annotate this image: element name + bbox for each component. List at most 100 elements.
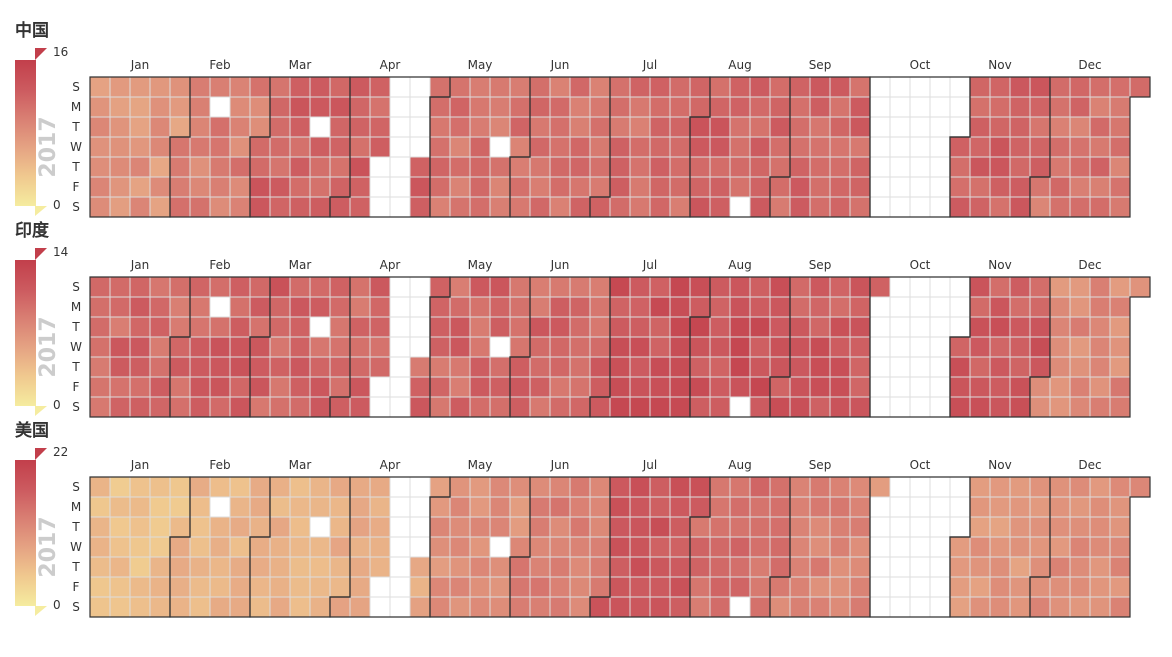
heatmap-cell bbox=[249, 196, 271, 218]
heatmap-cell bbox=[229, 536, 251, 558]
heatmap-cell bbox=[889, 296, 911, 318]
heatmap-cell bbox=[989, 176, 1011, 198]
heatmap-cell bbox=[549, 296, 571, 318]
heatmap-cell bbox=[109, 396, 131, 418]
heatmap-cell bbox=[849, 516, 871, 538]
heatmap-cell bbox=[669, 296, 691, 318]
heatmap-cell bbox=[889, 576, 911, 598]
heatmap-cell bbox=[389, 556, 411, 578]
visual-map-handle-min bbox=[35, 206, 47, 216]
heatmap-cell bbox=[629, 496, 651, 518]
heatmap-cell bbox=[809, 496, 831, 518]
day-label: F bbox=[73, 580, 80, 594]
heatmap-cell bbox=[209, 536, 231, 558]
heatmap-cell bbox=[949, 316, 971, 338]
heatmap-cell bbox=[429, 96, 451, 118]
heatmap-cell bbox=[1089, 356, 1111, 378]
heatmap-cell bbox=[229, 496, 251, 518]
heatmap-cell bbox=[749, 596, 771, 618]
heatmap-cell bbox=[649, 356, 671, 378]
heatmap-cell bbox=[349, 276, 371, 298]
heatmap-cell bbox=[1109, 356, 1131, 378]
heatmap-cell bbox=[509, 96, 531, 118]
heatmap-cell bbox=[849, 276, 871, 298]
heatmap-cell bbox=[229, 116, 251, 138]
heatmap-cell bbox=[349, 96, 371, 118]
heatmap-cell bbox=[1069, 196, 1091, 218]
heatmap-cell bbox=[369, 596, 391, 618]
heatmap-cell bbox=[849, 316, 871, 338]
heatmap-cell bbox=[229, 396, 251, 418]
heatmap-cell bbox=[649, 396, 671, 418]
heatmap-cell bbox=[209, 96, 231, 118]
heatmap-cell bbox=[909, 496, 931, 518]
heatmap-cell bbox=[529, 396, 551, 418]
heatmap-cell bbox=[349, 596, 371, 618]
heatmap-cell bbox=[1029, 536, 1051, 558]
heatmap-cell bbox=[569, 276, 591, 298]
heatmap-cell bbox=[129, 276, 151, 298]
heatmap-cell bbox=[189, 296, 211, 318]
heatmap-cell bbox=[349, 396, 371, 418]
heatmap-cell bbox=[1089, 396, 1111, 418]
visual-map-handle-max bbox=[35, 48, 47, 60]
heatmap-cell bbox=[929, 396, 951, 418]
heatmap-cell bbox=[1069, 296, 1091, 318]
heatmap-cell bbox=[589, 76, 611, 98]
heatmap-cell bbox=[449, 376, 471, 398]
heatmap-cell bbox=[729, 116, 751, 138]
heatmap-cell bbox=[449, 196, 471, 218]
heatmap-cell bbox=[549, 96, 571, 118]
heatmap-cell bbox=[269, 176, 291, 198]
heatmap-cell bbox=[989, 96, 1011, 118]
heatmap-cell bbox=[209, 396, 231, 418]
heatmap-cell bbox=[1029, 336, 1051, 358]
heatmap-cell bbox=[149, 136, 171, 158]
heatmap-cell bbox=[509, 316, 531, 338]
heatmap-cell bbox=[289, 336, 311, 358]
heatmap-cell bbox=[1109, 276, 1131, 298]
heatmap-cell bbox=[1029, 556, 1051, 578]
heatmap-cell bbox=[249, 316, 271, 338]
heatmap-cell bbox=[849, 296, 871, 318]
heatmap-cell bbox=[89, 536, 111, 558]
heatmap-cell bbox=[889, 156, 911, 178]
heatmap-cell bbox=[1089, 596, 1111, 618]
heatmap-cell bbox=[469, 276, 491, 298]
heatmap-cell bbox=[989, 336, 1011, 358]
heatmap-cell bbox=[549, 476, 571, 498]
heatmap-cell bbox=[449, 396, 471, 418]
heatmap-cell bbox=[569, 96, 591, 118]
heatmap-cell bbox=[429, 556, 451, 578]
heatmap-cell bbox=[749, 516, 771, 538]
heatmap-cell bbox=[849, 376, 871, 398]
heatmap-cell bbox=[229, 136, 251, 158]
heatmap-cell bbox=[209, 376, 231, 398]
month-label: Feb bbox=[209, 58, 230, 72]
heatmap-cell bbox=[509, 196, 531, 218]
heatmap-cell bbox=[689, 116, 711, 138]
month-label: Aug bbox=[728, 258, 751, 272]
heatmap-cell bbox=[709, 576, 731, 598]
heatmap-cell bbox=[1009, 276, 1031, 298]
heatmap-cell bbox=[749, 496, 771, 518]
heatmap-cell bbox=[89, 596, 111, 618]
heatmap-cell bbox=[589, 356, 611, 378]
heatmap-cell bbox=[329, 496, 351, 518]
heatmap-cell bbox=[249, 176, 271, 198]
heatmap-cell bbox=[769, 396, 791, 418]
heatmap-cell bbox=[369, 276, 391, 298]
heatmap-cell bbox=[909, 376, 931, 398]
heatmap-cell bbox=[869, 336, 891, 358]
heatmap-cell bbox=[389, 476, 411, 498]
visual-map-bar bbox=[15, 260, 36, 406]
heatmap-cell bbox=[769, 96, 791, 118]
heatmap-cell bbox=[349, 316, 371, 338]
heatmap-cell bbox=[649, 116, 671, 138]
heatmap-cell bbox=[369, 336, 391, 358]
heatmap-cell bbox=[1029, 576, 1051, 598]
heatmap-cell bbox=[729, 496, 751, 518]
heatmap-cell bbox=[149, 396, 171, 418]
heatmap-cell bbox=[129, 296, 151, 318]
month-label: Apr bbox=[380, 258, 401, 272]
